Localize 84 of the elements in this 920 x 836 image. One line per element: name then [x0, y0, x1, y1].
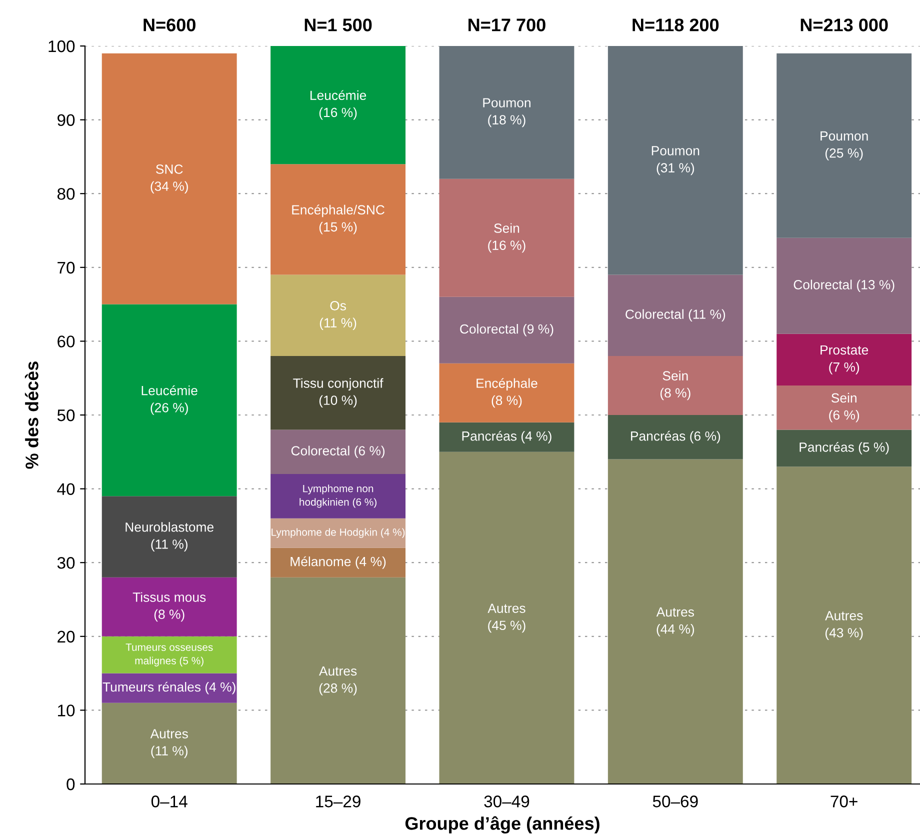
bar — [608, 274, 743, 356]
bar — [439, 452, 574, 784]
bar — [270, 356, 406, 430]
bar — [776, 385, 912, 430]
data-label: Autres (28 %) — [318, 666, 357, 696]
bar — [102, 496, 237, 578]
bar — [776, 430, 912, 467]
data-label: Sein (16 %) — [488, 223, 526, 253]
data-label: Tumeurs osseuses malignes (5 %) — [126, 644, 213, 666]
data-label: Colorectal (11 %) — [626, 309, 726, 322]
text: N=17 700 — [468, 18, 546, 32]
data-label: Leucémie (16 %) — [310, 90, 366, 120]
y-tick-label: 80 — [57, 188, 75, 200]
bar — [776, 53, 912, 238]
bar — [102, 702, 237, 784]
y-tick-label: 30 — [57, 557, 75, 569]
data-label: Pancréas (6 %) — [631, 430, 720, 444]
bar — [102, 577, 237, 636]
bar — [270, 548, 406, 578]
bar — [102, 636, 237, 674]
y-tick-label: 20 — [58, 630, 75, 643]
data-label: Colorectal (9 %) — [460, 324, 554, 336]
data-label: Os (11 %) — [320, 301, 356, 330]
bar — [776, 466, 912, 784]
data-label: Tissus mous (8 %) — [132, 592, 206, 622]
data-label: Tumeurs rénales (4 %) — [102, 682, 236, 694]
bar — [608, 415, 743, 460]
bar — [776, 238, 912, 334]
data-label: Sein (8 %) — [660, 370, 690, 400]
bar — [270, 46, 406, 164]
data-label: Encéphale/SNC (15 %) — [292, 204, 384, 234]
y-tick-label: 0 — [66, 778, 75, 790]
data-label: Poumon (18 %) — [483, 98, 530, 128]
data-label: Prostate (7 %) — [820, 345, 868, 374]
y-tick-label: 10 — [58, 704, 75, 716]
data-label: Lymphome non hodgkinien (6 %) — [300, 484, 376, 508]
data-label: Tissu conjonctif (10 %) — [293, 378, 384, 408]
x-tick-label: 30–49 — [484, 796, 530, 808]
data-label: Pancréas (5 %) — [800, 442, 889, 454]
data-label: SNC (34 %) — [150, 164, 188, 194]
bar — [776, 334, 912, 386]
text: N=600 — [144, 18, 196, 32]
data-label: Leucémie (26 %) — [142, 385, 198, 415]
data-label: Mélanome (4 %) — [290, 556, 386, 569]
text: N=1 500 — [304, 18, 372, 32]
bar — [270, 430, 406, 474]
data-label: Autres (11 %) — [150, 729, 188, 758]
data-label: Encéphale (8 %) — [476, 378, 538, 408]
bar — [439, 296, 574, 364]
data-label: Lymphome de Hodgkin (4 %) — [272, 528, 405, 538]
bar — [270, 474, 406, 518]
y-tick-label: 40 — [57, 483, 75, 496]
data-label: Sein (6 %) — [829, 392, 860, 422]
bar — [439, 422, 574, 452]
y-tick-label: 50 — [57, 409, 75, 422]
x-tick-label: 70+ — [830, 796, 858, 808]
bar — [608, 356, 743, 415]
bar — [270, 274, 406, 356]
bar — [102, 673, 237, 703]
y-axis-title: % des décès — [24, 362, 38, 469]
bar — [270, 577, 406, 784]
data-label: Poumon (31 %) — [652, 146, 700, 176]
bar — [439, 46, 574, 179]
y-tick-label: 70 — [58, 262, 75, 274]
data-label: Autres (44 %) — [656, 607, 694, 636]
data-label: Autres (43 %) — [825, 611, 863, 640]
text: N=213 000 — [800, 18, 888, 32]
x-axis-title: Groupe d’âge (années) — [405, 816, 600, 834]
data-label: Autres (45 %) — [488, 604, 526, 633]
data-label: Colorectal (13 %) — [794, 280, 894, 292]
data-label: Colorectal (6 %) — [291, 446, 385, 458]
bar — [270, 164, 406, 275]
x-tick-label: 50–69 — [652, 796, 698, 808]
text: N=118 200 — [632, 18, 719, 32]
data-label: Neuroblastome (11 %) — [126, 522, 214, 552]
y-tick-label: 90 — [58, 114, 75, 126]
y-tick-label: 100 — [48, 40, 75, 52]
y-tick-label: 60 — [58, 336, 75, 348]
x-tick-label: 0–14 — [151, 796, 188, 808]
bar — [270, 518, 406, 548]
data-label: Poumon (25 %) — [820, 131, 868, 160]
data-label: Pancréas (4 %) — [462, 430, 552, 444]
x-tick-label: 15–29 — [316, 796, 360, 808]
bar — [608, 459, 743, 784]
